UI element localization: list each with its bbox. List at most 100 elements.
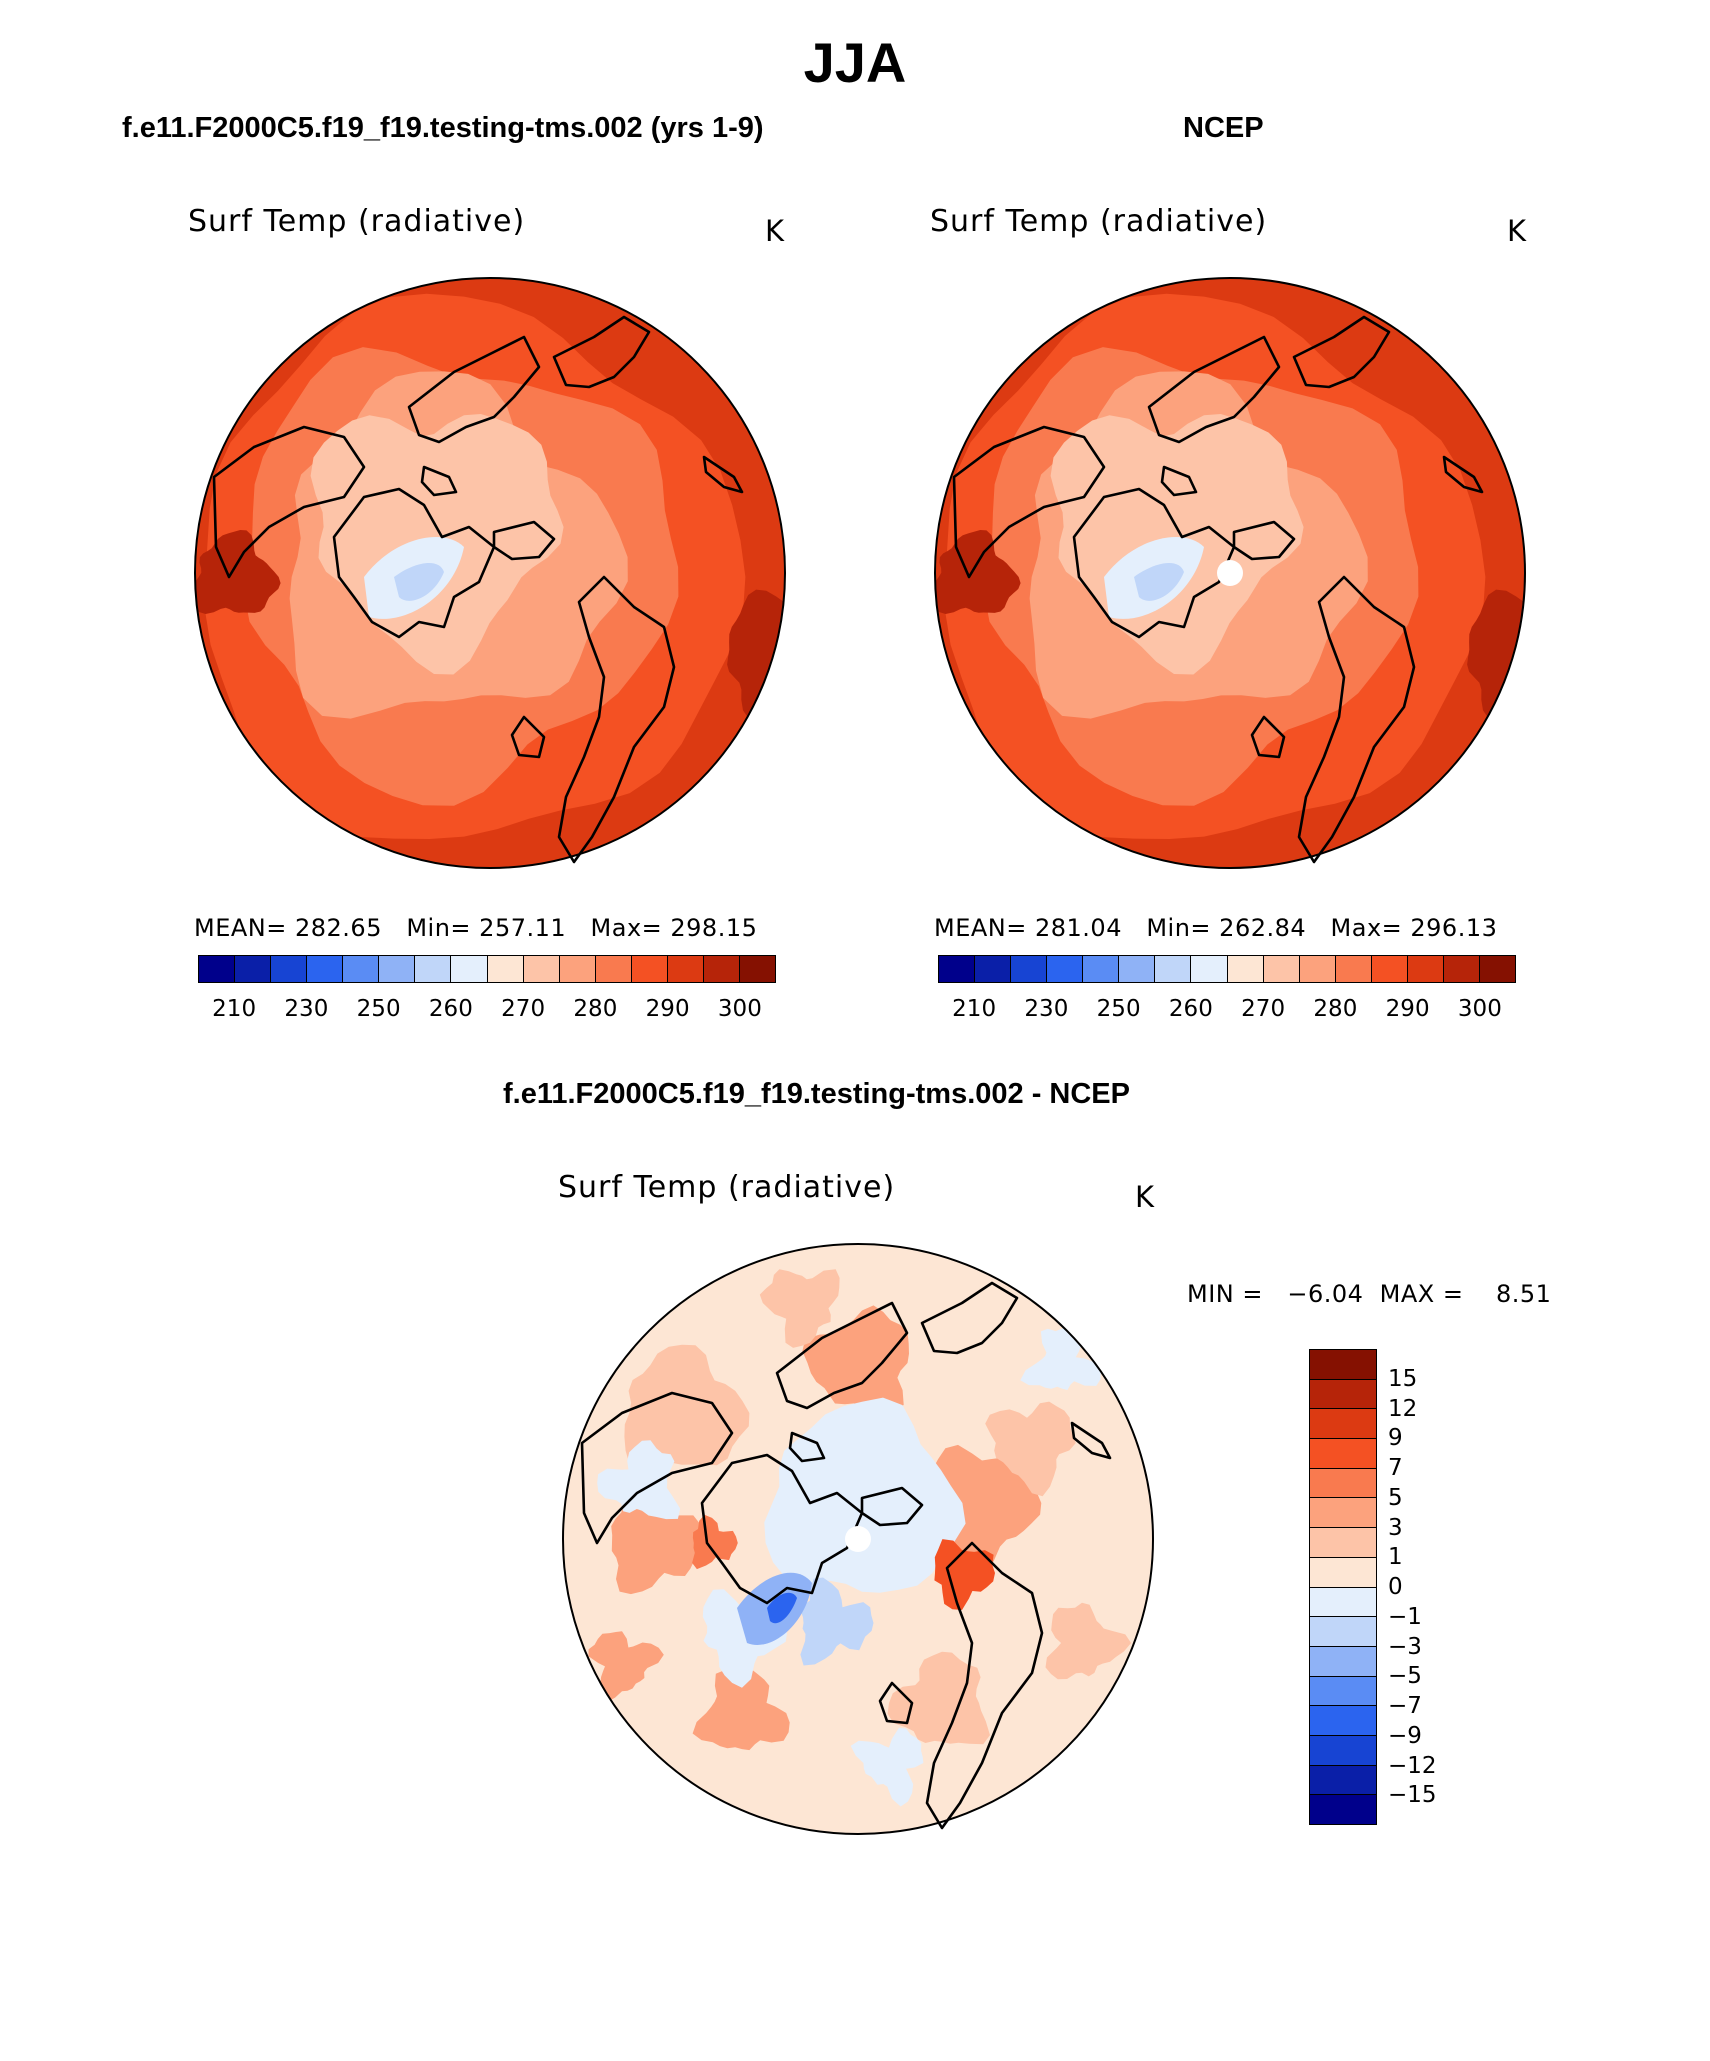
colorbar-swatch: [523, 956, 560, 982]
coastline: [952, 425, 1106, 579]
colorbar-tick-label: −3: [1388, 1633, 1422, 1660]
colorbar-swatch: [1310, 1735, 1376, 1766]
panel-3-heading: f.e11.F2000C5.f19_f19.testing-tms.002 - …: [503, 1078, 1130, 1110]
colorbar-swatch: [1407, 956, 1444, 982]
colorbar-tick-label: 250: [1096, 996, 1141, 1022]
colorbar-swatch: [1155, 956, 1192, 982]
colorbar-swatch: [1310, 1409, 1376, 1440]
coastline: [552, 315, 651, 389]
panel-3-units-label: K: [1135, 1180, 1155, 1214]
colorbar-swatch: [1310, 1379, 1376, 1410]
coastline: [420, 465, 458, 497]
colorbar-swatch: [1310, 1617, 1376, 1647]
coastline: [1232, 520, 1296, 561]
panel-1-heading: f.e11.F2000C5.f19_f19.testing-tms.002 (y…: [122, 112, 764, 144]
colorbar-tick-label: 210: [212, 996, 257, 1022]
colorbar-swatch: [1310, 1676, 1376, 1707]
colorbar-swatch: [1479, 956, 1515, 982]
coastline: [775, 1301, 909, 1410]
colorbar-swatch: [307, 956, 344, 982]
coastline: [1070, 1421, 1112, 1460]
colorbar-swatch: [631, 956, 668, 982]
colorbar-swatch: [235, 956, 272, 982]
colorbar-swatch: [1310, 1765, 1376, 1796]
colorbar-swatch: [703, 956, 740, 982]
colorbar-swatch: [1335, 956, 1372, 982]
coastline: [700, 1453, 864, 1605]
coastline: [1072, 487, 1236, 639]
colorbar-swatch: [415, 956, 452, 982]
panel-3-colorbar: [1309, 1349, 1377, 1825]
colorbar-tick-label: 280: [573, 996, 618, 1022]
coastline: [492, 520, 556, 561]
coastline: [1297, 575, 1416, 864]
colorbar-swatch: [1310, 1795, 1376, 1824]
colorbar-tick-label: 230: [284, 996, 329, 1022]
colorbar-swatch: [199, 956, 236, 982]
figure-title: JJA: [803, 31, 907, 94]
panel-1-colorbar-ticks: 210 230 250 260 270 280 290 300: [198, 996, 776, 1026]
colorbar-tick-label: −5: [1388, 1663, 1422, 1690]
panel-1-colorbar: [198, 955, 776, 983]
colorbar-swatch: [1310, 1350, 1376, 1380]
colorbar-swatch: [1310, 1498, 1376, 1529]
colorbar-tick-label: 230: [1024, 996, 1069, 1022]
colorbar-swatch: [559, 956, 596, 982]
colorbar-tick-label: 300: [717, 996, 762, 1022]
colorbar-tick-label: 210: [952, 996, 997, 1022]
panel-1-statistics: MEAN= 282.65 Min= 257.11 Max= 298.15: [194, 914, 758, 942]
panel-1-variable-label: Surf Temp (radiative): [188, 204, 526, 239]
colorbar-tick-label: 260: [428, 996, 473, 1022]
colorbar-swatch: [1310, 1557, 1376, 1588]
colorbar-swatch: [939, 956, 976, 982]
colorbar-tick-label: 1: [1388, 1544, 1403, 1571]
colorbar-tick-label: 3: [1388, 1514, 1403, 1541]
coastline: [860, 1486, 924, 1527]
panel-1-units-label: K: [765, 214, 785, 248]
colorbar-swatch: [1310, 1528, 1376, 1558]
colorbar-tick-label: 290: [645, 996, 690, 1022]
colorbar-tick-label: 9: [1388, 1425, 1403, 1452]
colorbar-tick-label: −9: [1388, 1722, 1422, 1749]
colorbar-swatch: [1011, 956, 1048, 982]
colorbar-swatch: [1310, 1439, 1376, 1469]
colorbar-swatch: [1443, 956, 1480, 982]
panel-2-colorbar: [938, 955, 1516, 983]
colorbar-tick-label: 280: [1313, 996, 1358, 1022]
coastline: [212, 425, 366, 579]
coastline: [702, 455, 744, 494]
colorbar-tick-label: 5: [1388, 1484, 1403, 1511]
panel-3-polar-map: [562, 1243, 1154, 1835]
panel-2-polar-map: [934, 277, 1526, 869]
colorbar-tick-label: −15: [1388, 1782, 1437, 1809]
colorbar-swatch: [1263, 956, 1300, 982]
panel-2-units-label: K: [1507, 214, 1527, 248]
pole-missing-data: [845, 1526, 871, 1552]
panel-2-statistics: MEAN= 281.04 Min= 262.84 Max= 296.13: [934, 914, 1498, 942]
panel-1-polar-map: [194, 277, 786, 869]
colorbar-swatch: [1191, 956, 1228, 982]
coastline: [580, 1391, 734, 1545]
colorbar-tick-label: 7: [1388, 1455, 1403, 1481]
colorbar-tick-label: 300: [1457, 996, 1502, 1022]
pole-missing-data: [1217, 560, 1243, 586]
coastline: [878, 1681, 914, 1725]
colorbar-swatch: [379, 956, 416, 982]
colorbar-tick-label: 12: [1388, 1395, 1418, 1422]
colorbar-swatch: [1371, 956, 1408, 982]
coastline: [557, 575, 676, 864]
colorbar-tick-label: −7: [1388, 1693, 1422, 1719]
coastline: [1147, 335, 1281, 444]
colorbar-tick-label: 250: [356, 996, 401, 1022]
colorbar-swatch: [1299, 956, 1336, 982]
coastline: [332, 487, 496, 639]
colorbar-swatch: [271, 956, 308, 982]
panel-3-min-max-label: MIN = −6.04 MAX = 8.51: [1187, 1280, 1552, 1308]
colorbar-tick-label: 0: [1388, 1574, 1403, 1600]
colorbar-swatch: [487, 956, 524, 982]
colorbar-swatch: [451, 956, 488, 982]
panel-3-variable-label: Surf Temp (radiative): [558, 1170, 896, 1205]
colorbar-swatch: [739, 956, 775, 982]
colorbar-tick-label: −12: [1388, 1752, 1437, 1779]
coastline: [510, 715, 546, 759]
